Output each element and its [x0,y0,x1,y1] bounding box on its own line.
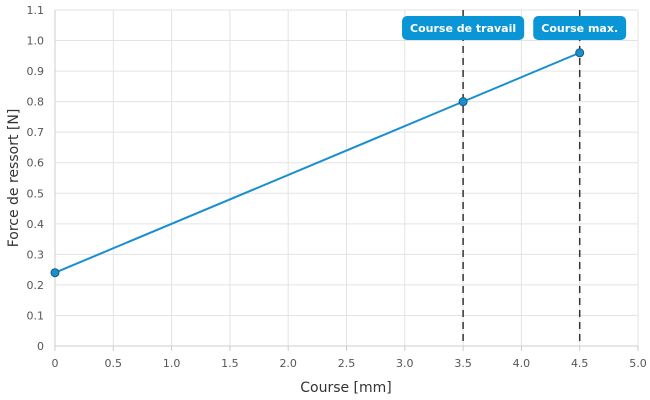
y-tick-label: 0.9 [27,65,45,78]
y-tick-label: 0.5 [27,187,45,200]
y-tick-label: 1.1 [27,4,45,17]
x-tick-label: 1.0 [163,357,181,370]
y-tick-label: 0.7 [27,126,45,139]
grid [55,9,639,346]
x-tick-label: 0 [52,357,59,370]
reference-label-badge [533,16,627,40]
reference-lines [462,10,581,346]
x-tick-label: 2.0 [279,357,297,370]
y-tick-label: 0.2 [27,279,45,292]
y-axis-title: Force de ressort [N] [6,109,22,248]
x-axis-title: Course [mm] [300,380,392,396]
reference-label: Course max. [533,16,627,40]
axes: 0 0.5 1.0 1.5 2.0 2.5 3.0 3.5 4.0 4.5 5.0 0 0.1 0.2 0.… [27,4,647,370]
data-point [458,97,468,107]
data-point [575,48,585,58]
series-layer [50,48,585,278]
x-tick-label: 0.5 [105,357,123,370]
marker-labels: Course de travail Course max. [402,16,627,40]
reference-label-text: Course max. [541,22,618,35]
reference-label-text: Course de travail [410,22,516,35]
x-tick-label: 3.5 [454,357,472,370]
y-tick-label: 0.1 [27,309,45,322]
y-tick-label: 1.0 [27,35,45,48]
y-tick-label: 0 [37,340,44,353]
y-tick-label: 0.8 [27,96,45,109]
x-tick-label: 1.5 [221,357,239,370]
x-tick-label: 2.5 [338,357,356,370]
data-point [50,268,60,278]
y-tick-label: 0.3 [27,248,45,261]
reference-label-badge [402,16,525,40]
reference-label: Course de travail [402,16,525,40]
x-tick-label: 4.5 [571,357,589,370]
x-tick-label: 5.0 [629,357,647,370]
x-tick-label: 4.0 [513,357,531,370]
x-tick-label: 3.0 [396,357,414,370]
y-tick-label: 0.4 [27,218,45,231]
y-tick-label: 0.6 [27,157,45,170]
